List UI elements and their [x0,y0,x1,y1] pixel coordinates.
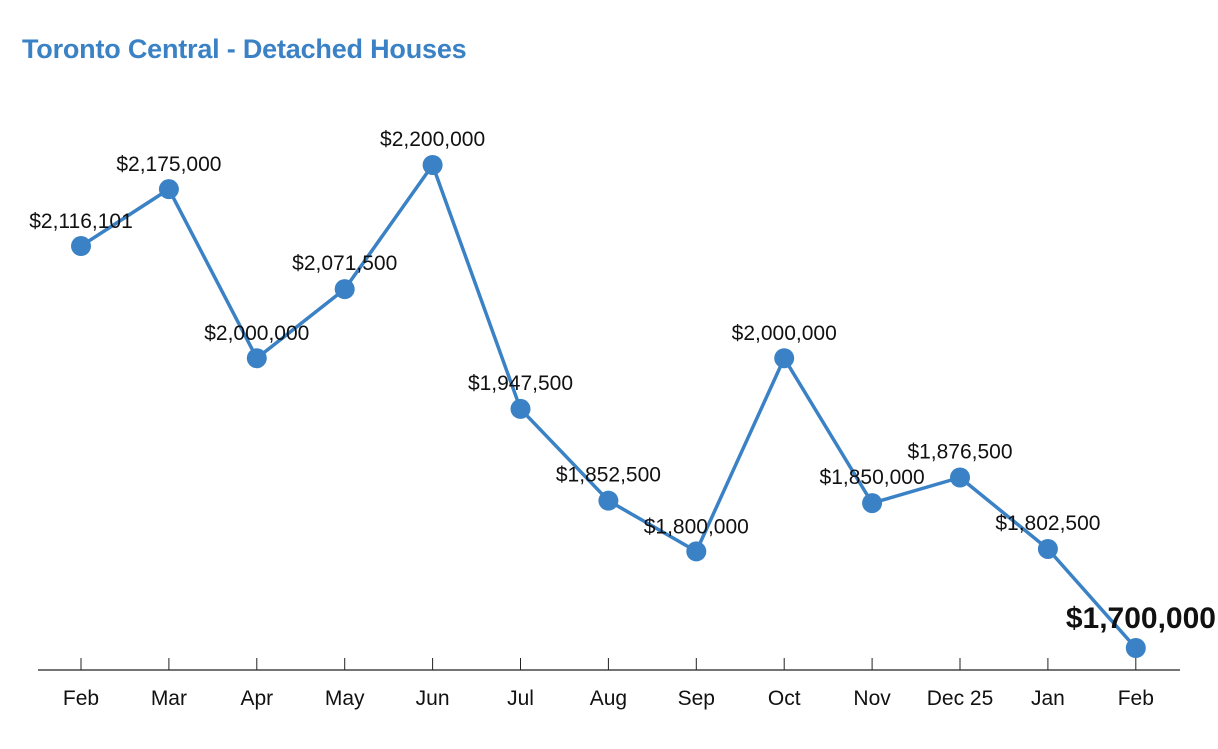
x-tick-label: Apr [240,687,273,710]
data-label: $1,802,500 [995,512,1100,535]
x-tick-label: Sep [678,687,715,710]
data-label: $2,200,000 [380,128,485,151]
data-label: $1,800,000 [644,515,749,538]
data-point [334,279,355,300]
x-tick-label: May [325,687,365,710]
x-tick-label: Oct [768,687,801,710]
data-labels: $2,116,101 $2,175,000 $2,000,000 $2,071,500… [29,128,1216,635]
data-point [1125,638,1146,658]
x-axis-tick-labels: Feb Mar Apr May Jun Jul Aug Sep Oct Nov Dec 25 Jan F… [63,687,1154,710]
series-line [80,163,1138,650]
data-point [862,493,883,514]
chart-title: Toronto Central - Detached Houses [22,34,467,64]
x-axis-ticks [80,658,1137,670]
data-label-highlight: $1,700,000 [1066,602,1216,635]
x-tick-label: Aug [590,687,627,710]
x-tick-label: Nov [853,687,891,710]
x-tick-label: Jan [1031,687,1065,710]
data-label: $2,116,101 [29,210,133,233]
data-point [950,467,970,488]
data-label: $1,852,500 [556,464,661,487]
x-tick-label: Jun [416,687,450,710]
data-points [71,155,1146,658]
data-label: $2,000,000 [204,322,309,345]
x-tick-label: Feb [63,687,99,710]
data-label: $2,000,000 [732,322,837,345]
data-point [71,236,91,257]
data-point [158,179,179,200]
data-point [510,398,531,419]
data-label: $1,947,500 [468,372,573,395]
data-label: $1,876,500 [907,441,1012,464]
data-point [246,348,267,369]
data-point [774,348,795,369]
data-label: $1,850,000 [820,466,925,489]
data-label: $2,071,500 [292,252,397,275]
x-tick-label: Jul [507,687,534,710]
data-point [1037,538,1058,559]
data-point [422,155,443,175]
data-point [598,490,619,511]
x-tick-label: Feb [1118,687,1154,710]
x-tick-label: Mar [151,687,187,710]
data-point [686,541,707,562]
x-tick-label: Dec 25 [927,687,994,710]
data-label: $2,175,000 [116,153,221,176]
